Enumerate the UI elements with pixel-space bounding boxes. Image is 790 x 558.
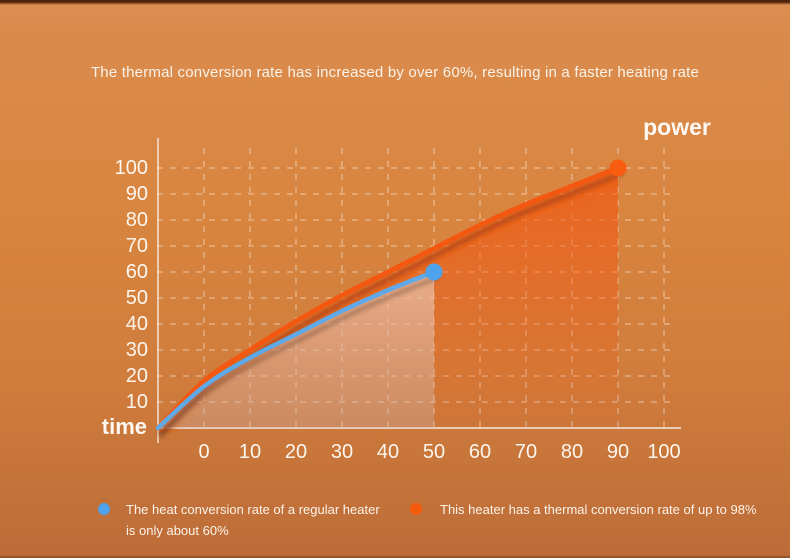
orange-curve: [155, 165, 621, 431]
legend-line: is only about 60%: [126, 523, 229, 538]
legend-text-regular-heater: The heat conversion rate of a regular he…: [126, 499, 380, 541]
bottom-dark-strip: [0, 555, 790, 558]
y-tick-20: 20: [125, 365, 148, 387]
legend-line: This heater has a thermal conversion rat…: [440, 502, 757, 517]
x-tick-90: 90: [606, 441, 630, 463]
top-dark-strip: [0, 0, 790, 5]
y-tick-100: 100: [114, 157, 148, 179]
blue-series-area: [158, 272, 434, 428]
x-axis-label-time: time: [101, 414, 147, 439]
x-tick-10: 10: [238, 441, 262, 463]
y-tick-40: 40: [125, 313, 148, 335]
blue-endpoint-dot: [425, 263, 443, 281]
chart-title: The thermal conversion rate has increase…: [90, 64, 700, 81]
x-tick-70: 70: [514, 441, 538, 463]
y-tick-80: 80: [125, 209, 148, 231]
x-tick-40: 40: [376, 441, 400, 463]
y-tick-10: 10: [125, 391, 148, 413]
legend-dot-regular-heater: [98, 503, 110, 515]
legend-line: The heat conversion rate of a regular he…: [126, 502, 380, 517]
x-tick-20: 20: [284, 441, 308, 463]
y-tick-70: 70: [125, 235, 148, 257]
legend-dot-this-heater: [410, 503, 422, 515]
y-tick-60: 60: [125, 261, 148, 283]
legend-text-this-heater: This heater has a thermal conversion rat…: [440, 499, 757, 520]
blue-curve-shadow: [159, 276, 439, 436]
orange-endpoint-dot: [609, 159, 627, 177]
x-tick-0: 0: [198, 441, 210, 463]
x-tick-80: 80: [560, 441, 584, 463]
blue-curve: [155, 269, 437, 431]
y-tick-90: 90: [125, 183, 148, 205]
y-tick-30: 30: [125, 339, 148, 361]
x-tick-60: 60: [468, 441, 492, 463]
x-tick-50: 50: [422, 441, 446, 463]
x-tick-30: 30: [330, 441, 354, 463]
y-tick-50: 50: [125, 287, 148, 309]
x-tick-100: 100: [647, 441, 681, 463]
y-axis-label-power: power: [643, 114, 711, 140]
